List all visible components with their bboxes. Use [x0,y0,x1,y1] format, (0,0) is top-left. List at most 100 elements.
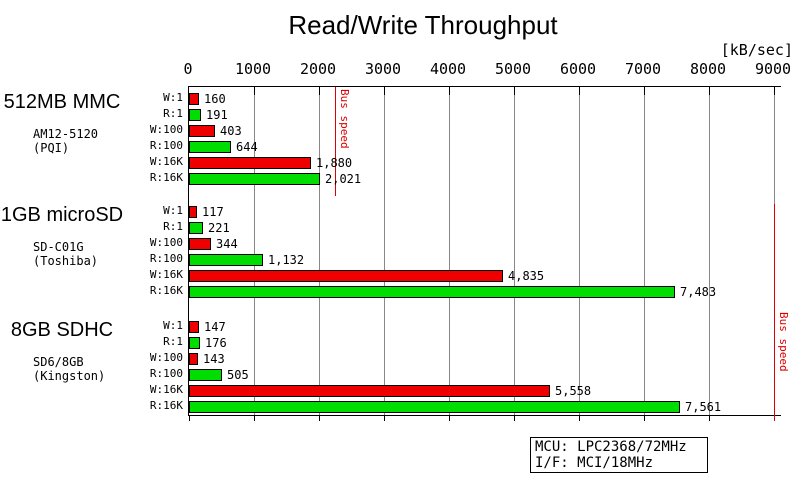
bar [189,125,215,137]
bar-row-label: W:16K [149,155,183,168]
x-tick-bottom-icon [644,415,645,421]
bar-row-label: W:100 [149,123,183,136]
bar-row-label: R:100 [149,139,183,152]
x-tick-bottom-icon [384,415,385,421]
x-tick-label: 3000 [364,60,402,78]
bar-row-label: W:1 [163,319,183,332]
x-tick-bottom-icon [449,415,450,421]
bar-value-label: 1,880 [316,156,353,170]
bar [189,109,201,121]
gridline [514,87,515,415]
gridline [449,87,450,415]
gridline [579,87,580,415]
bar [189,206,197,218]
bar [189,222,203,234]
gridline [709,87,710,415]
gridline [384,87,385,415]
bar-value-label: 403 [220,124,242,138]
bar-row-label: W:100 [149,236,183,249]
x-tick-top-icon [514,87,515,95]
bar [189,321,199,333]
bar-value-label: 5,558 [555,384,592,398]
x-tick-top-icon [774,87,775,95]
x-tick-top-icon [384,87,385,95]
bar [189,157,311,169]
bar-value-label: 1,132 [268,253,305,267]
test-setup-box: MCU: LPC2368/72MHz I/F: MCI/18MHz [530,437,708,473]
mcu-line: MCU: LPC2368/72MHz [535,439,687,455]
bar-row-label: R:1 [163,107,183,120]
group-model: SD6/8GB [33,355,84,369]
bar-value-label: 2,021 [325,172,362,186]
group-name: 1GB microSD [0,204,124,226]
bus-speed-line [335,87,336,196]
bar-value-label: 505 [227,368,249,382]
bar-value-label: 117 [202,205,224,219]
bus-speed-label: Bus speed [338,89,351,149]
x-tick-label: 5000 [494,60,532,78]
bar-row-label: W:16K [149,268,183,281]
group-model: AM12-5120 [33,127,99,141]
bar-value-label: 4,835 [508,269,545,283]
bus-speed-line [774,204,775,421]
bar [189,173,320,185]
bar-value-label: 143 [203,352,225,366]
bar [189,93,199,105]
bar-value-label: 191 [206,108,228,122]
x-tick-label: 4000 [429,60,467,78]
bar [189,353,198,365]
bar-value-label: 160 [204,92,226,106]
bar-value-label: 344 [216,237,238,251]
x-tick-bottom-icon [254,415,255,421]
bar [189,141,231,153]
bar [189,254,263,266]
x-tick-label: 0 [183,60,193,78]
bar-value-label: 7,561 [685,400,722,414]
gridline [319,87,320,415]
x-tick-label: 2000 [299,60,337,78]
chart-title: Read/Write Throughput [288,10,558,40]
bar-value-label: 176 [205,336,227,350]
x-tick-bottom-icon [709,415,710,421]
bus-speed-label: Bus speed [777,312,790,372]
bar-value-label: 7,483 [680,285,717,299]
bar-row-label: R:16K [149,171,183,184]
bar-row-label: W:1 [163,91,183,104]
interface-line: I/F: MCI/18MHz [535,455,654,471]
x-tick-top-icon [579,87,580,95]
bar-row-label: R:100 [149,367,183,380]
x-tick-bottom-icon [579,415,580,421]
bar-row-label: R:1 [163,220,183,233]
x-tick-top-icon [319,87,320,95]
bar [189,337,200,349]
bar-row-label: R:16K [149,284,183,297]
x-tick-top-icon [709,87,710,95]
bar [189,238,211,250]
x-tick-bottom-icon [189,415,190,421]
bar-value-label: 221 [208,221,230,235]
group-maker: (Kingston) [33,369,106,383]
x-tick-bottom-icon [514,415,515,421]
bar [189,401,680,413]
group-maker: (Toshiba) [33,254,99,268]
bar-value-label: 644 [236,140,258,154]
x-tick-label: 7000 [624,60,662,78]
bar-value-label: 147 [204,320,226,334]
x-tick-label: 8000 [689,60,727,78]
x-tick-label: 9000 [754,60,792,78]
bar [189,385,550,397]
bar-row-label: R:16K [149,399,183,412]
bar-row-label: R:100 [149,252,183,265]
bar [189,270,503,282]
gridline [254,87,255,415]
x-tick-top-icon [254,87,255,95]
bar-row-label: R:1 [163,335,183,348]
group-name: 8GB SDHC [10,319,114,341]
x-tick-label: 1000 [234,60,272,78]
x-tick-label: 6000 [559,60,597,78]
bar-row-label: W:1 [163,204,183,217]
group-model: SD-C01G [33,240,84,254]
bar [189,369,222,381]
axis-unit-label: [kB/sec] [720,41,793,59]
